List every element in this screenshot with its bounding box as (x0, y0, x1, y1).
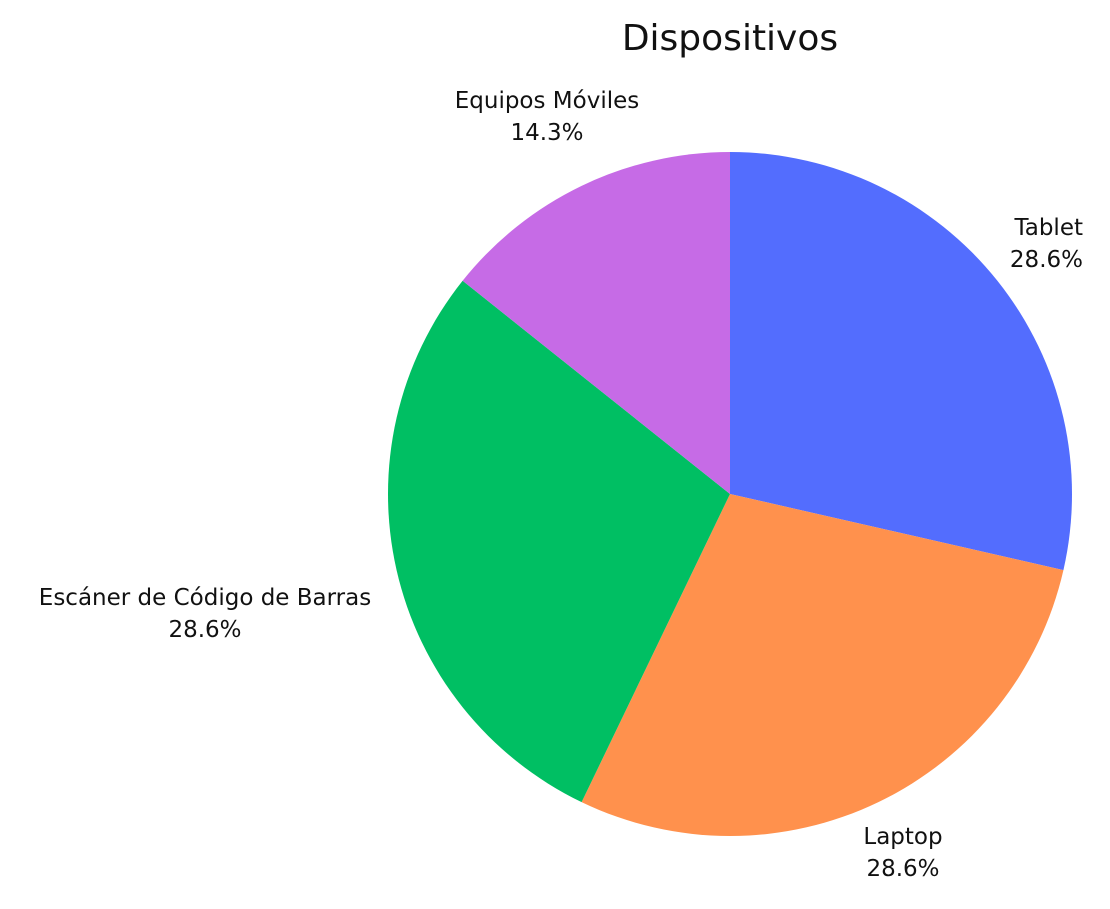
slice-label-1: Laptop (863, 824, 942, 850)
pie-slice-3 (462, 152, 730, 494)
slice-label-2: Escáner de Código de Barras (39, 585, 371, 611)
slice-percent-3: 14.3% (510, 120, 583, 146)
pie-slice-1 (581, 494, 1064, 836)
pie-slice-2 (388, 280, 730, 803)
slice-percent-1: 28.6% (866, 856, 939, 882)
chart-title: Dispositivos (622, 18, 838, 59)
slice-percent-2: 28.6% (168, 617, 241, 643)
slice-label-3: Equipos Móviles (455, 88, 640, 114)
pie-labels: Tablet 28.6% Laptop 28.6% Escáner de Código … (39, 88, 1083, 882)
slice-label-0: Tablet (1014, 215, 1084, 241)
pie-slices (388, 152, 1072, 836)
pie-slice-0 (730, 152, 1072, 571)
slice-percent-0: 28.6% (1010, 247, 1083, 273)
